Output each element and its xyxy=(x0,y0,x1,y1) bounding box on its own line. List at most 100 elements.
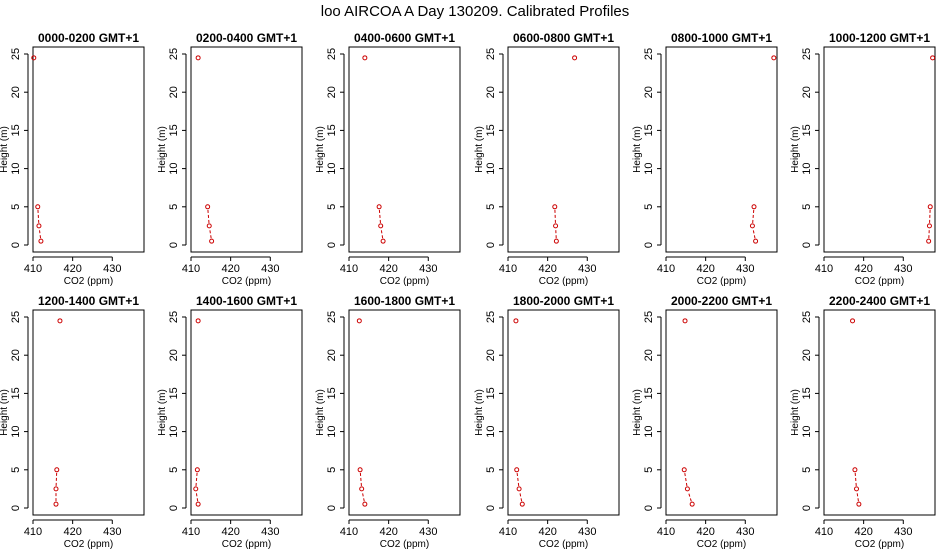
x-axis-label: CO2 (ppm) xyxy=(64,276,113,287)
panel-1600-1800: 1600-1800 GMT+1 410 420 430 0 5 10 15 20 25 CO2 (p… xyxy=(315,294,461,550)
data-point xyxy=(57,318,63,324)
profile-line-segment xyxy=(684,472,688,487)
x-tick-label: 420 xyxy=(696,263,714,275)
data-point xyxy=(753,238,759,244)
panel-0600-0800: 0600-0800 GMT+1 410 420 430 0 5 10 15 20 25 CO2 (p… xyxy=(474,31,620,287)
x-axis-label: CO2 (ppm) xyxy=(222,539,271,550)
y-tick-label: 5 xyxy=(485,467,497,473)
y-axis-label: Height (m) xyxy=(790,126,801,173)
y-tick-label: 20 xyxy=(485,349,497,361)
profile-line-segment xyxy=(55,472,58,486)
data-point xyxy=(684,486,690,492)
y-tick-label: 20 xyxy=(326,349,338,361)
x-tick-label: 420 xyxy=(63,263,81,275)
y-tick-label: 25 xyxy=(485,311,497,323)
data-point xyxy=(359,486,365,492)
data-point xyxy=(516,486,522,492)
y-tick-label: 5 xyxy=(485,204,497,210)
data-point xyxy=(378,223,384,229)
data-point xyxy=(362,501,368,507)
x-tick-label: 430 xyxy=(261,526,279,538)
y-tick-label: 25 xyxy=(326,311,338,323)
y-tick-label: 5 xyxy=(643,467,655,473)
plot-frame xyxy=(190,46,303,253)
plot-frame xyxy=(32,309,145,516)
y-tick-label: 5 xyxy=(168,204,180,210)
y-tick-label: 10 xyxy=(485,425,497,437)
profile-line-segment xyxy=(752,209,755,223)
profile-line-segment xyxy=(378,209,381,223)
data-point xyxy=(31,55,37,61)
data-point xyxy=(195,318,201,324)
x-tick-label: 420 xyxy=(854,263,872,275)
x-axis-label: CO2 (ppm) xyxy=(380,276,429,287)
data-point xyxy=(54,467,60,473)
x-tick-label: 420 xyxy=(63,526,81,538)
y-tick-label: 15 xyxy=(643,387,655,399)
data-point xyxy=(926,238,932,244)
y-tick-label: 25 xyxy=(326,48,338,60)
data-point xyxy=(513,318,519,324)
data-point xyxy=(195,55,201,61)
y-tick-label: 15 xyxy=(326,124,338,136)
data-point xyxy=(36,223,42,229)
plot-frame xyxy=(190,309,303,516)
y-tick-label: 15 xyxy=(10,124,22,136)
x-tick-label: 420 xyxy=(696,526,714,538)
x-tick-label: 410 xyxy=(24,526,42,538)
data-point xyxy=(852,467,858,473)
y-axis-label: Height (m) xyxy=(157,126,168,173)
profile-line-segment xyxy=(856,491,859,502)
data-point xyxy=(751,204,757,210)
y-tick-label: 10 xyxy=(643,425,655,437)
y-tick-label: 5 xyxy=(168,467,180,473)
y-tick-label: 0 xyxy=(485,242,497,248)
y-tick-label: 25 xyxy=(10,311,22,323)
panel-0000-0200: 0000-0200 GMT+1 410 420 430 0 5 10 15 20 25 CO2 (p… xyxy=(0,31,145,287)
y-axis-label: Height (m) xyxy=(632,126,643,173)
data-point xyxy=(195,501,201,507)
profile-line-segment xyxy=(209,228,212,239)
x-tick-label: 430 xyxy=(736,263,754,275)
profile-line-segment xyxy=(38,228,42,239)
x-tick-label: 430 xyxy=(419,526,437,538)
profile-line-segment xyxy=(195,491,199,502)
y-axis-label: Height (m) xyxy=(0,389,10,436)
y-tick-label: 20 xyxy=(10,349,22,361)
x-tick-label: 420 xyxy=(221,526,239,538)
y-tick-label: 10 xyxy=(801,425,813,437)
y-axis-label: Height (m) xyxy=(474,389,485,436)
x-tick-label: 430 xyxy=(894,526,912,538)
data-point xyxy=(193,486,199,492)
y-axis-label: Height (m) xyxy=(474,126,485,173)
y-tick-label: 5 xyxy=(326,204,338,210)
y-tick-label: 15 xyxy=(485,387,497,399)
data-point xyxy=(553,238,559,244)
y-tick-label: 0 xyxy=(643,242,655,248)
y-tick-label: 10 xyxy=(485,162,497,174)
data-point xyxy=(194,467,200,473)
y-tick-label: 20 xyxy=(485,86,497,98)
data-point xyxy=(927,204,933,210)
profile-line-segment xyxy=(361,491,365,502)
x-tick-label: 430 xyxy=(103,263,121,275)
plot-frame xyxy=(348,309,461,516)
y-tick-label: 20 xyxy=(801,349,813,361)
x-tick-label: 430 xyxy=(736,526,754,538)
panel-1400-1600: 1400-1600 GMT+1 410 420 430 0 5 10 15 20 25 CO2 (p… xyxy=(157,294,303,550)
y-tick-label: 10 xyxy=(643,162,655,174)
data-point xyxy=(38,238,44,244)
plot-frame xyxy=(507,46,620,253)
y-tick-label: 10 xyxy=(168,425,180,437)
y-tick-label: 15 xyxy=(485,124,497,136)
y-tick-label: 5 xyxy=(801,467,813,473)
x-axis-label: CO2 (ppm) xyxy=(64,539,113,550)
y-tick-label: 5 xyxy=(643,204,655,210)
x-tick-label: 410 xyxy=(815,263,833,275)
panel-title: 2200-2400 GMT+1 xyxy=(829,294,930,308)
data-point xyxy=(514,467,520,473)
panel-1800-2000: 1800-2000 GMT+1 410 420 430 0 5 10 15 20 25 CO2 (p… xyxy=(474,294,620,550)
profile-line-segment xyxy=(207,209,210,223)
panel-2200-2400: 2200-2400 GMT+1 410 420 430 0 5 10 15 20 25 CO2 (p… xyxy=(790,294,936,550)
